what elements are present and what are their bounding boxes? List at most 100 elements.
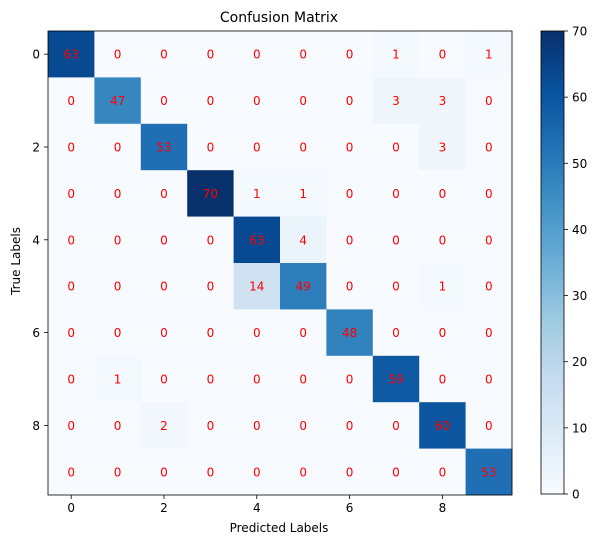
- heatmap-cell: [372, 263, 420, 310]
- heatmap-cell: [280, 123, 327, 171]
- cell-value-label: 0: [160, 233, 168, 247]
- x-axis-ticks: 0 2 4 6 8: [67, 495, 446, 515]
- heatmap-cell: [187, 309, 234, 357]
- heatmap-cell: [94, 402, 142, 449]
- cell-value-label: 0: [299, 326, 307, 340]
- cell-value-label: 0: [392, 280, 400, 294]
- cell-value-label: 49: [296, 280, 311, 294]
- cell-value-label: 0: [207, 141, 215, 155]
- cell-value-label: 0: [392, 419, 400, 433]
- cell-value-label: 0: [160, 187, 168, 201]
- cell-value-label: 1: [485, 48, 493, 62]
- heatmap-cell: [48, 170, 95, 217]
- cell-value-label: 0: [485, 233, 493, 247]
- cell-value-label: 0: [67, 187, 75, 201]
- heatmap-cell: [372, 448, 420, 496]
- heatmap-cell: [326, 448, 374, 496]
- cell-value-label: 70: [203, 187, 218, 201]
- heatmap-cell: [187, 31, 234, 78]
- heatmap-cell: [187, 402, 234, 449]
- cell-value-label: 0: [253, 419, 261, 433]
- heatmap-cell: [465, 77, 513, 125]
- heatmap-cell: [419, 448, 466, 496]
- cell-value-label: 0: [392, 326, 400, 340]
- cell-annotations: 63 0 0 0 0 0 0 1 0 1 0 47 0 0 0 0 0 3 3 0 0 0 53 0 0 0 0 0 3 0 0 0 0 70 1 1…: [64, 48, 497, 480]
- cell-value-label: 0: [207, 326, 215, 340]
- heatmap-cell: [372, 170, 420, 217]
- cell-value-label: 0: [346, 187, 354, 201]
- cell-value-label: 3: [439, 94, 447, 108]
- cell-value-label: 0: [114, 141, 122, 155]
- cell-value-label: 0: [485, 187, 493, 201]
- heatmap-cells: [48, 31, 513, 496]
- cell-value-label: 0: [299, 419, 307, 433]
- cell-value-label: 1: [114, 373, 122, 387]
- cell-value-label: 0: [253, 94, 261, 108]
- cell-value-label: 0: [207, 280, 215, 294]
- cell-value-label: 47: [110, 94, 125, 108]
- cell-value-label: 0: [207, 465, 215, 479]
- cell-value-label: 1: [439, 280, 447, 294]
- cell-value-label: 0: [439, 48, 447, 62]
- heatmap-cell: [419, 216, 466, 264]
- heatmap-cell: [140, 263, 188, 310]
- cell-value-label: 0: [67, 326, 75, 340]
- cell-value-label: 0: [253, 373, 261, 387]
- heatmap-cell: [48, 31, 95, 78]
- cell-value-label: 0: [67, 419, 75, 433]
- heatmap-cell: [465, 309, 513, 357]
- cell-value-label: 0: [67, 465, 75, 479]
- cell-value-label: 0: [207, 94, 215, 108]
- heatmap-cell: [233, 309, 281, 357]
- y-tick-label: 4: [32, 233, 40, 247]
- heatmap-cell: [465, 263, 513, 310]
- cell-value-label: 0: [485, 141, 493, 155]
- heatmap-cell: [465, 31, 513, 78]
- heatmap-cell: [48, 216, 95, 264]
- colorbar-ticks: 0 10 20 30 40 50 60 70: [564, 25, 587, 502]
- cell-value-label: 0: [67, 233, 75, 247]
- heatmap-cell: [48, 309, 95, 357]
- heatmap-cell: [94, 77, 142, 125]
- heatmap-cell: [465, 355, 513, 403]
- cell-value-label: 0: [439, 465, 447, 479]
- heatmap-cell: [94, 309, 142, 357]
- cell-value-label: 0: [392, 465, 400, 479]
- chart-title: Confusion Matrix: [220, 10, 338, 26]
- heatmap-cell: [326, 216, 374, 264]
- cell-value-label: 0: [346, 233, 354, 247]
- cell-value-label: 0: [160, 326, 168, 340]
- cell-value-label: 0: [207, 48, 215, 62]
- heatmap-cell: [465, 170, 513, 217]
- heatmap-cell: [48, 77, 95, 125]
- heatmap-cell: [233, 216, 281, 264]
- heatmap-cell: [187, 123, 234, 171]
- cell-value-label: 0: [346, 48, 354, 62]
- cell-value-label: 0: [114, 280, 122, 294]
- heatmap-cell: [94, 216, 142, 264]
- cell-value-label: 0: [207, 373, 215, 387]
- heatmap-cell: [187, 216, 234, 264]
- heatmap-cell: [326, 77, 374, 125]
- cell-value-label: 0: [299, 373, 307, 387]
- heatmap-cell: [280, 309, 327, 357]
- cell-value-label: 0: [67, 94, 75, 108]
- heatmap-cell: [280, 216, 327, 264]
- heatmap-cell: [372, 355, 420, 403]
- x-tick-label: 2: [160, 501, 168, 515]
- cell-value-label: 0: [67, 280, 75, 294]
- heatmap-cell: [48, 355, 95, 403]
- heatmap-cell: [419, 355, 466, 403]
- heatmap-cell: [419, 123, 466, 171]
- cell-value-label: 48: [342, 326, 357, 340]
- heatmap-cell: [140, 402, 188, 449]
- cell-value-label: 0: [346, 465, 354, 479]
- heatmap-cell: [326, 170, 374, 217]
- cell-value-label: 0: [299, 48, 307, 62]
- heatmap-cell: [419, 31, 466, 78]
- y-tick-label: 2: [32, 141, 40, 155]
- colorbar-frame: [540, 30, 565, 495]
- cell-value-label: 0: [485, 326, 493, 340]
- heatmap-cell: [94, 355, 142, 403]
- cell-value-label: 0: [253, 48, 261, 62]
